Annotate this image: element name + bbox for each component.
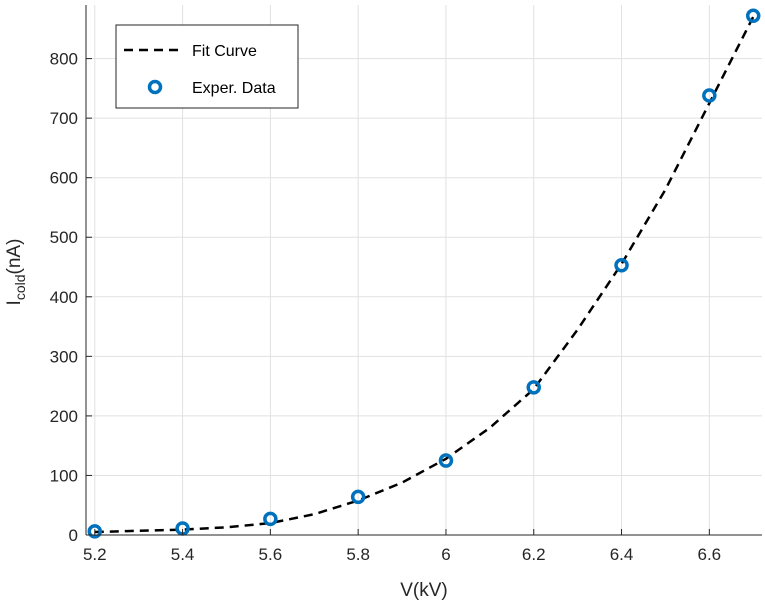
fit-curve-line bbox=[94, 16, 755, 534]
y-axis-label-sub: cold bbox=[12, 274, 28, 300]
data-point bbox=[350, 489, 366, 505]
x-tick-label: 5.8 bbox=[346, 545, 370, 564]
y-tick-label: 400 bbox=[50, 288, 78, 307]
x-tick-label: 6.2 bbox=[522, 545, 546, 564]
y-tick-label: 600 bbox=[50, 169, 78, 188]
y-tick-label: 0 bbox=[69, 526, 78, 545]
x-axis-label: V(kV) bbox=[400, 580, 448, 601]
data-point bbox=[87, 524, 103, 539]
data-point bbox=[438, 453, 454, 468]
x-tick-label: 6.4 bbox=[610, 545, 634, 564]
y-axis-label: Icold(nA) bbox=[4, 239, 28, 306]
y-tick-label: 100 bbox=[50, 466, 78, 485]
legend-exper-data-label: Exper. Data bbox=[192, 80, 276, 97]
y-tick-label: 300 bbox=[50, 347, 78, 366]
legend-box bbox=[115, 24, 299, 109]
legend: Fit Curve Exper. Data bbox=[115, 24, 299, 109]
data-point bbox=[263, 511, 278, 527]
axes bbox=[85, 5, 762, 536]
plot-series bbox=[87, 8, 761, 539]
y-tick-label: 800 bbox=[50, 50, 78, 69]
x-tick-label: 6 bbox=[441, 545, 450, 564]
data-point bbox=[614, 257, 629, 273]
legend-exper-data-swatch bbox=[147, 79, 163, 95]
tick-labels: 5.2 5.4 5.6 5.8 6 6.2 6.4 6.6 0 100 200 300 400 500 60… bbox=[50, 50, 722, 564]
x-tick-label: 5.4 bbox=[171, 545, 195, 564]
data-point bbox=[526, 380, 541, 395]
y-tick-label: 500 bbox=[50, 228, 78, 247]
x-tick-label: 5.2 bbox=[83, 545, 107, 564]
data-point bbox=[745, 8, 761, 23]
legend-fit-curve-label: Fit Curve bbox=[192, 43, 257, 60]
x-tick-label: 6.6 bbox=[698, 545, 722, 564]
y-axis-label-main: I bbox=[4, 300, 25, 305]
data-point bbox=[702, 88, 717, 103]
y-axis-label-unit: (nA) bbox=[4, 239, 25, 275]
grid bbox=[86, 5, 762, 536]
x-tick-label: 5.6 bbox=[259, 545, 283, 564]
y-tick-label: 700 bbox=[50, 109, 78, 128]
y-tick-label: 200 bbox=[50, 407, 78, 426]
